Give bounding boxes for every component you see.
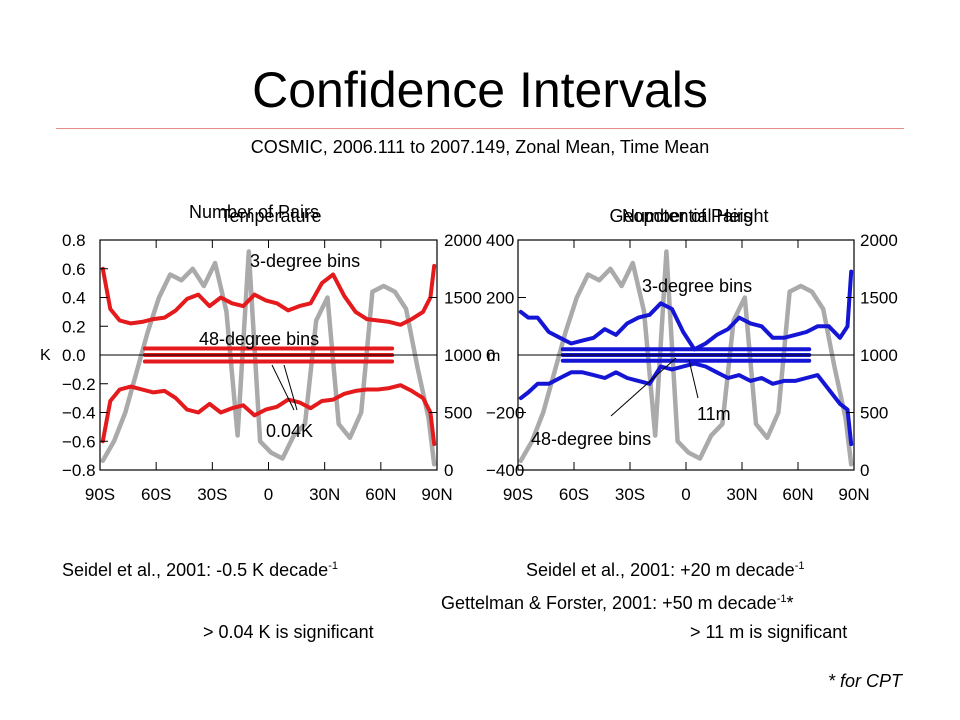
chart-title-pairs-1: Number of Pairs xyxy=(622,206,752,226)
left-tick-label-0-3: 0.2 xyxy=(62,317,86,336)
chart-title-variable-1: Geopotential Height xyxy=(609,206,768,226)
chart-annotation-0-0: 3-degree bins xyxy=(250,251,360,271)
right-tick-label-1-2: 1000 xyxy=(860,346,898,365)
x-tick-label-1-4: 30N xyxy=(726,485,757,504)
right-tick-label-1-3: 500 xyxy=(860,404,888,423)
series-line-0-0 xyxy=(100,249,437,467)
series-line-0-2 xyxy=(100,383,437,447)
footnote: * for CPT xyxy=(827,671,902,691)
annotation-pointer-1-0 xyxy=(610,357,677,417)
left-tick-label-0-4: 0.0 xyxy=(62,346,86,365)
annotation-pointer-0-0 xyxy=(271,364,295,411)
left-tick-label-1-0: 400 xyxy=(486,231,514,250)
chart-annotation-0-1: 48-degree bins xyxy=(199,329,319,349)
right-tick-label-0-4: 0 xyxy=(444,461,453,480)
left-tick-label-0-7: −0.6 xyxy=(62,432,96,451)
left-tick-label-0-2: 0.4 xyxy=(62,289,86,308)
x-tick-label-0-6: 90N xyxy=(421,485,452,504)
x-tick-label-1-1: 60S xyxy=(559,485,589,504)
left-tick-label-1-2: 0 xyxy=(486,346,495,365)
right-tick-label-0-0: 2000 xyxy=(444,231,482,250)
chart-annotation-1-0: 3-degree bins xyxy=(642,276,752,296)
chart-title-pairs-0: Number of Pairs xyxy=(189,202,319,222)
right-tick-label-0-1: 1500 xyxy=(444,289,482,308)
left-tick-label-0-6: −0.4 xyxy=(62,404,96,423)
x-tick-label-0-0: 90S xyxy=(85,485,115,504)
x-tick-label-0-3: 0 xyxy=(264,485,273,504)
left-tick-label-0-1: 0.6 xyxy=(62,260,86,279)
x-tick-label-0-5: 60N xyxy=(365,485,396,504)
right-tick-label-0-2: 1000 xyxy=(444,346,482,365)
chart-annotation-0-2: 0.04K xyxy=(266,421,313,441)
series-line-0-1 xyxy=(100,263,437,327)
left-tick-label-0-5: −0.2 xyxy=(62,375,96,394)
left-tick-label-0-8: −0.8 xyxy=(62,461,96,480)
left-tick-label-1-4: −400 xyxy=(486,461,524,480)
y-axis-unit-label-0: K xyxy=(40,347,51,364)
left-tick-label-0-0: 0.8 xyxy=(62,231,86,250)
series-line-1-1 xyxy=(518,269,854,352)
right-tick-label-1-0: 2000 xyxy=(860,231,898,250)
annotation-pointer-1-1 xyxy=(688,359,699,399)
x-tick-label-1-5: 60N xyxy=(782,485,813,504)
slide-title: Confidence Intervals xyxy=(252,62,708,118)
right-reference-note-2: Gettelman & Forster, 2001: +50 m decade-… xyxy=(441,593,794,613)
x-tick-label-0-4: 30N xyxy=(309,485,340,504)
right-significance-note: > 11 m is significant xyxy=(690,622,848,642)
series-line-1-0 xyxy=(518,249,854,467)
left-significance-note: > 0.04 K is significant xyxy=(203,622,374,642)
x-tick-label-1-0: 90S xyxy=(503,485,533,504)
series-line-1-2 xyxy=(518,361,854,447)
left-reference-note: Seidel et al., 2001: -0.5 K decade-1 xyxy=(62,560,338,580)
right-tick-label-1-1: 1500 xyxy=(860,289,898,308)
y-axis-unit-label-1: m xyxy=(487,348,500,365)
title-divider xyxy=(56,128,904,129)
x-tick-label-1-3: 0 xyxy=(681,485,690,504)
right-tick-label-0-3: 500 xyxy=(444,404,472,423)
chart-annotation-1-2: 11m xyxy=(697,404,731,424)
x-tick-label-0-2: 30S xyxy=(197,485,227,504)
right-tick-label-1-4: 0 xyxy=(860,461,869,480)
x-tick-label-1-2: 30S xyxy=(615,485,645,504)
left-tick-label-1-3: −200 xyxy=(486,404,524,423)
x-tick-label-0-1: 60S xyxy=(141,485,171,504)
annotation-pointer-0-1 xyxy=(283,364,298,411)
right-reference-note-1: Seidel et al., 2001: +20 m decade-1 xyxy=(526,560,805,580)
chart-title-variable-0: Temperature xyxy=(220,206,321,226)
left-tick-label-1-1: 200 xyxy=(486,289,514,308)
x-tick-label-1-6: 90N xyxy=(838,485,869,504)
slide-subtitle: COSMIC, 2006.111 to 2007.149, Zonal Mean… xyxy=(250,137,710,157)
chart-annotation-1-1: 48-degree bins xyxy=(531,429,651,449)
